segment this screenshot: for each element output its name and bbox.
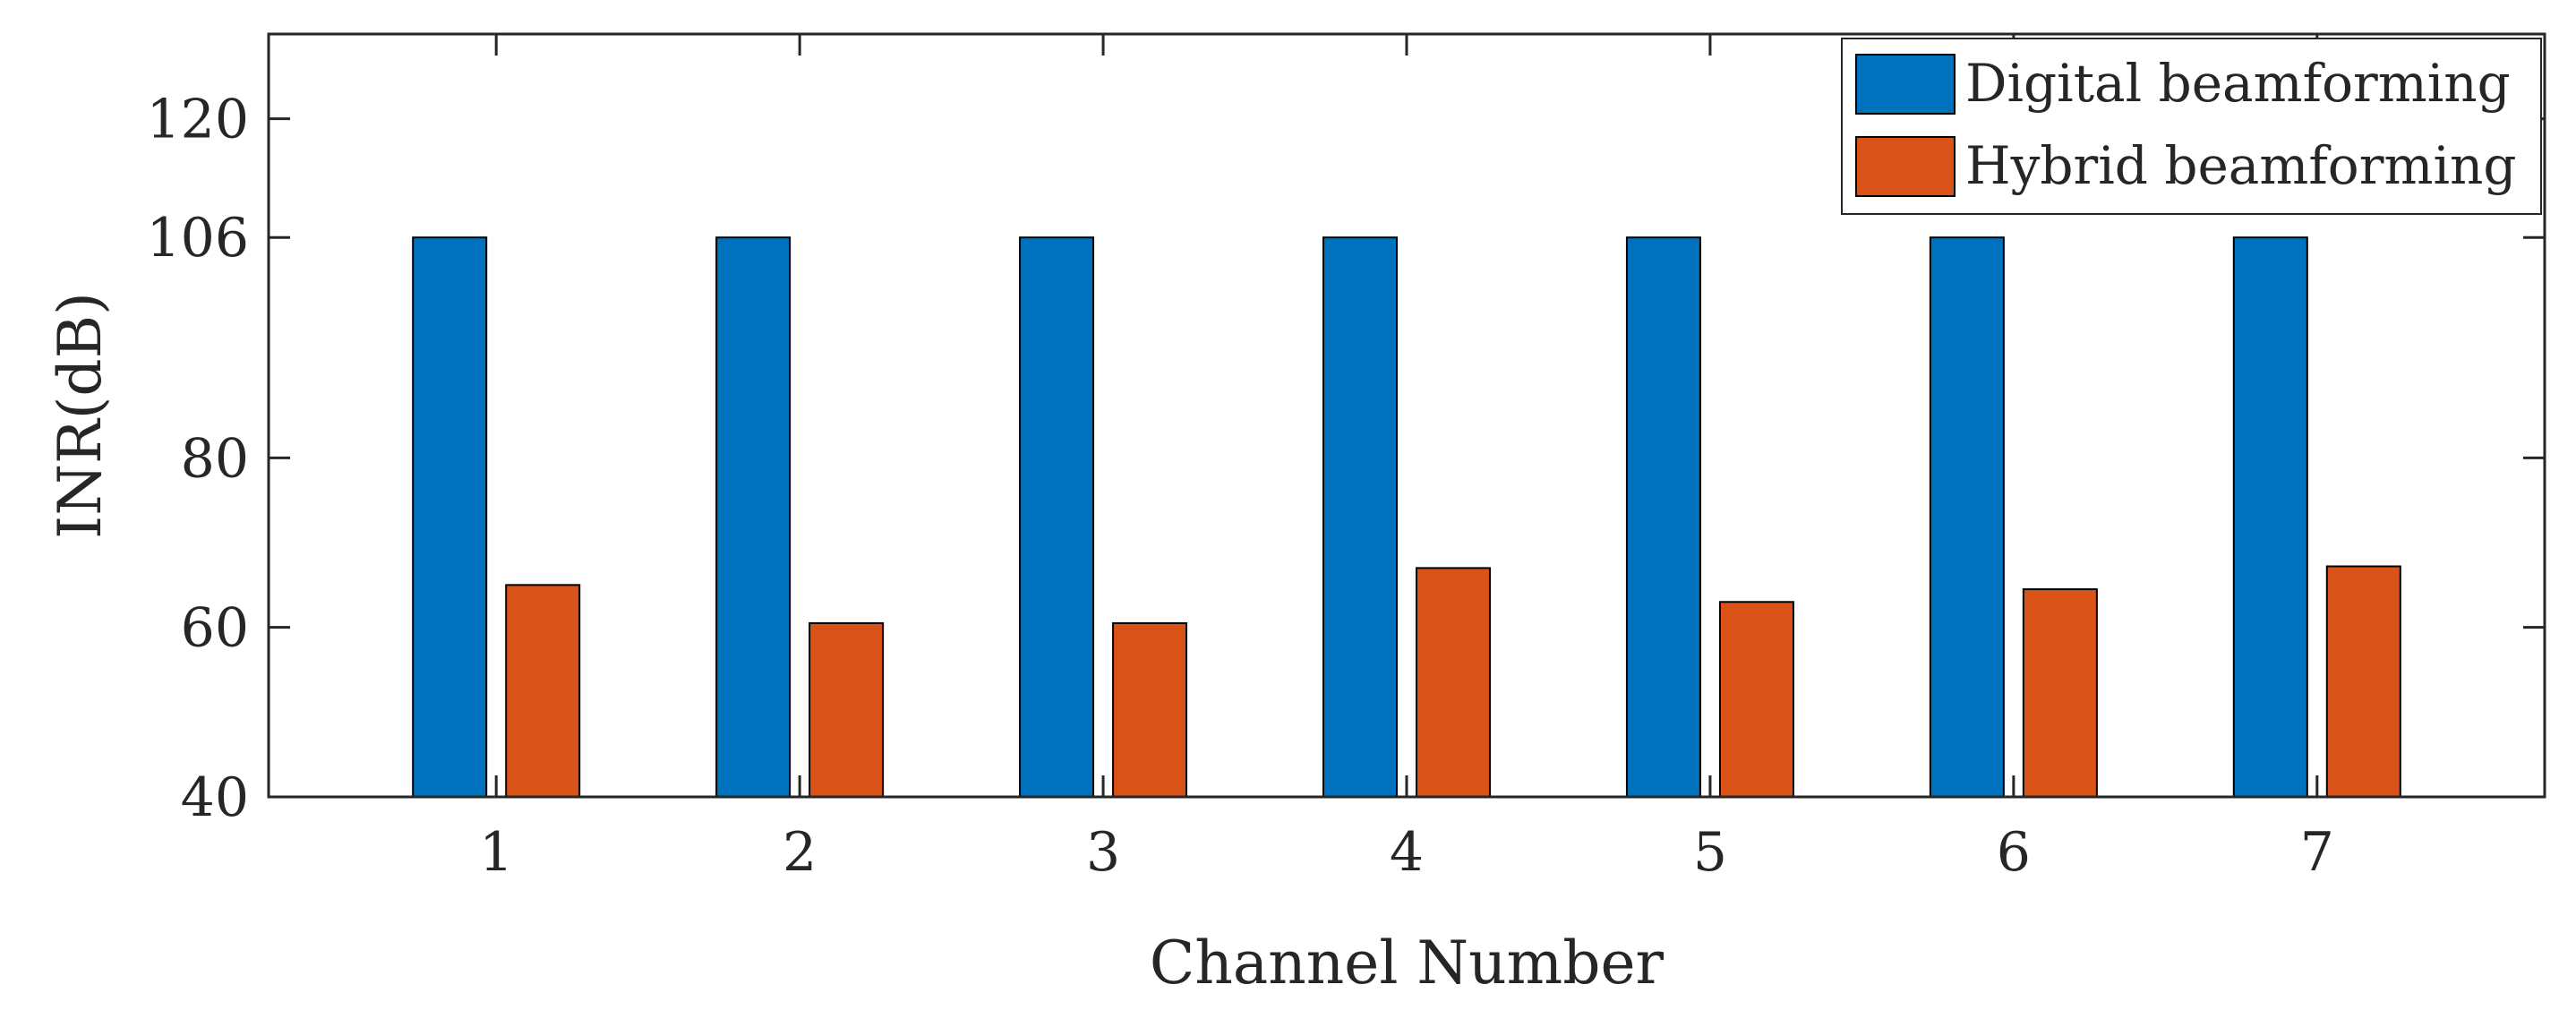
- legend-swatch-digital: [1855, 54, 1956, 115]
- x-tick-label: 7: [2300, 821, 2334, 884]
- bar-digital-ch2: [715, 236, 792, 798]
- bar-hybrid-ch2: [809, 621, 885, 799]
- bar-digital-ch5: [1625, 236, 1701, 798]
- bar-hybrid-ch6: [2022, 588, 2098, 798]
- x-tick-label: 5: [1693, 821, 1727, 884]
- y-tick-label: 60: [181, 597, 249, 660]
- x-tick-label: 1: [479, 821, 513, 884]
- x-axis-label: Channel Number: [1150, 929, 1665, 997]
- y-axis-label: INR(dB): [46, 292, 115, 539]
- bar-digital-ch4: [1322, 236, 1398, 798]
- bars-group: [412, 236, 2401, 799]
- legend-label-digital: Digital beamforming: [1965, 53, 2511, 114]
- y-tick-label: 120: [146, 89, 249, 151]
- x-tick-label: 6: [1997, 821, 2031, 884]
- bar-hybrid-ch7: [2325, 565, 2401, 798]
- bar-digital-ch3: [1019, 236, 1095, 798]
- legend-label-hybrid: Hybrid beamforming: [1965, 135, 2517, 196]
- x-tick-label: 2: [783, 821, 817, 884]
- x-tick-label: 3: [1086, 821, 1120, 884]
- y-tick-label: 80: [181, 427, 249, 490]
- bar-digital-ch7: [2232, 236, 2308, 798]
- legend-box: [1841, 38, 2542, 215]
- bar-hybrid-ch5: [1718, 601, 1794, 798]
- y-tick-label: 106: [146, 207, 249, 270]
- legend: Digital beamforming Hybrid beamforming: [1841, 38, 2542, 215]
- bar-digital-ch1: [412, 236, 488, 798]
- y-tick-label: 40: [181, 766, 249, 829]
- bar-hybrid-ch1: [505, 584, 581, 798]
- bar-digital-ch6: [1929, 236, 2005, 798]
- x-tick-label: 4: [1390, 821, 1424, 884]
- bar-hybrid-ch4: [1416, 567, 1491, 799]
- legend-swatch-hybrid: [1855, 136, 1956, 197]
- x-axis: 1 2 3 4 5 6 7: [479, 34, 2334, 884]
- bar-hybrid-ch3: [1112, 621, 1188, 799]
- y-axis: 40 60 80 106 120: [146, 89, 2545, 829]
